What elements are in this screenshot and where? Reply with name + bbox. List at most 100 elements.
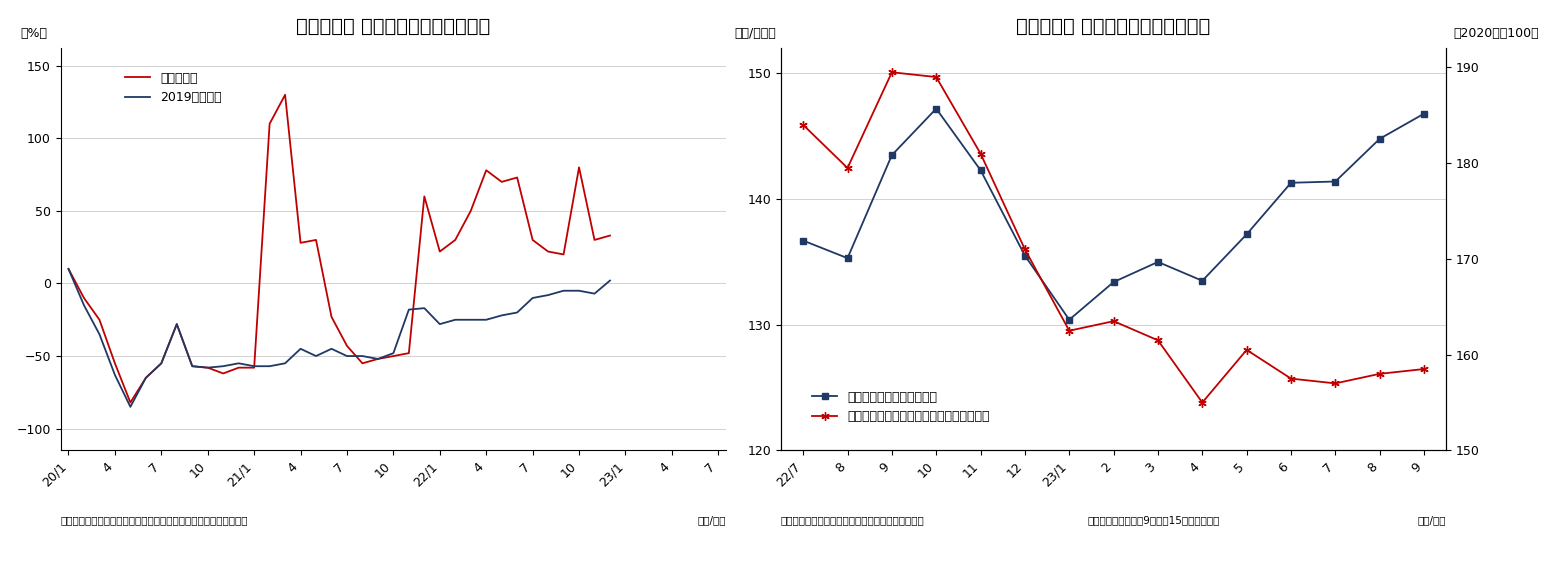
ドル円レート（月次平均） xyxy=(971,167,990,174)
輸入物価指数（円ベースの総平均・右軸） xyxy=(1237,346,1256,353)
Text: （資料）日本銀行資料よりニッセイ基礎研究所作成: （資料）日本銀行資料よりニッセイ基礎研究所作成 xyxy=(782,515,925,524)
前年同月比 xyxy=(152,360,171,367)
2019年同月比 xyxy=(260,363,278,370)
2019年同月比 xyxy=(230,360,249,367)
Text: （円/ドル）: （円/ドル） xyxy=(735,27,775,40)
2019年同月比 xyxy=(570,287,589,294)
Text: （年/月）: （年/月） xyxy=(1417,515,1447,524)
ドル円レート（月次平均） xyxy=(1148,258,1167,265)
輸入物価指数（円ベースの総平均・右軸） xyxy=(1371,370,1389,377)
Line: 2019年同月比: 2019年同月比 xyxy=(68,269,611,407)
2019年同月比 xyxy=(539,291,558,298)
前年同月比 xyxy=(121,399,140,406)
ドル円レート（月次平均） xyxy=(1060,316,1078,323)
2019年同月比 xyxy=(246,363,264,370)
ドル円レート（月次平均） xyxy=(794,237,813,244)
Title: （図表７） ドル円と輸入物価の動向: （図表７） ドル円と輸入物価の動向 xyxy=(1016,17,1211,36)
ドル円レート（月次平均） xyxy=(1016,252,1035,259)
2019年同月比 xyxy=(291,345,309,352)
前年同月比 xyxy=(493,178,511,185)
ドル円レート（月次平均） xyxy=(1371,136,1389,143)
2019年同月比 xyxy=(477,316,496,323)
Legend: ドル円レート（月次平均）, 輸入物価指数（円ベースの総平均・右軸）: ドル円レート（月次平均）, 輸入物価指数（円ベースの総平均・右軸） xyxy=(807,386,995,428)
2019年同月比 xyxy=(368,355,387,362)
前年同月比 xyxy=(214,370,233,377)
ドル円レート（月次平均） xyxy=(1193,278,1212,284)
前年同月比 xyxy=(75,294,93,301)
2019年同月比 xyxy=(446,316,465,323)
2019年同月比 xyxy=(106,372,124,379)
前年同月比 xyxy=(384,353,402,359)
2019年同月比 xyxy=(337,353,356,359)
輸入物価指数（円ベースの総平均・右軸） xyxy=(883,69,901,76)
Line: 輸入物価指数（円ベースの総平均・右軸）: 輸入物価指数（円ベースの総平均・右軸） xyxy=(799,68,1428,407)
輸入物価指数（円ベースの総平均・右軸） xyxy=(926,74,945,81)
前年同月比 xyxy=(137,374,155,381)
Line: 前年同月比: 前年同月比 xyxy=(68,95,611,403)
輸入物価指数（円ベースの総平均・右軸） xyxy=(794,121,813,128)
輸入物価指数（円ベースの総平均・右軸） xyxy=(1148,337,1167,344)
Text: （注）ドル円の直近9月分は15日までの平均: （注）ドル円の直近9月分は15日までの平均 xyxy=(1086,515,1220,524)
輸入物価指数（円ベースの総平均・右軸） xyxy=(1060,327,1078,334)
輸入物価指数（円ベースの総平均・右軸） xyxy=(838,164,856,171)
2019年同月比 xyxy=(399,306,418,313)
前年同月比 xyxy=(322,313,340,320)
前年同月比 xyxy=(306,237,325,243)
ドル円レート（月次平均） xyxy=(1105,279,1124,286)
前年同月比 xyxy=(90,316,109,323)
2019年同月比 xyxy=(275,360,294,367)
前年同月比 xyxy=(368,355,387,362)
ドル円レート（月次平均） xyxy=(883,152,901,159)
前年同月比 xyxy=(337,342,356,349)
2019年同月比 xyxy=(555,287,573,294)
前年同月比 xyxy=(555,251,573,258)
2019年同月比 xyxy=(524,294,542,301)
2019年同月比 xyxy=(415,305,434,312)
前年同月比 xyxy=(291,239,309,246)
輸入物価指数（円ベースの総平均・右軸） xyxy=(1326,380,1344,387)
Text: （資料）観光庁「宿泊旅行統計調査」よりニッセイ基礎研究所作成: （資料）観光庁「宿泊旅行統計調査」よりニッセイ基礎研究所作成 xyxy=(61,515,249,524)
Legend: 前年同月比, 2019年同月比: 前年同月比, 2019年同月比 xyxy=(120,67,227,109)
2019年同月比 xyxy=(508,309,527,316)
Text: （2020年＝100）: （2020年＝100） xyxy=(1453,27,1538,40)
輸入物価指数（円ベースの総平均・右軸） xyxy=(1105,318,1124,325)
前年同月比 xyxy=(415,193,434,200)
Text: （%）: （%） xyxy=(20,27,48,40)
2019年同月比 xyxy=(586,290,605,297)
2019年同月比 xyxy=(199,364,218,371)
Title: （図表６） 国内延べ宿泊者数の動向: （図表６） 国内延べ宿泊者数の動向 xyxy=(297,17,491,36)
2019年同月比 xyxy=(75,302,93,309)
2019年同月比 xyxy=(183,363,202,370)
前年同月比 xyxy=(508,174,527,181)
2019年同月比 xyxy=(152,360,171,367)
前年同月比 xyxy=(586,237,605,243)
2019年同月比 xyxy=(322,345,340,352)
2019年同月比 xyxy=(462,316,480,323)
ドル円レート（月次平均） xyxy=(1282,179,1301,186)
2019年同月比 xyxy=(121,403,140,410)
輸入物価指数（円ベースの総平均・右軸） xyxy=(1193,399,1212,406)
前年同月比 xyxy=(106,360,124,367)
前年同月比 xyxy=(539,248,558,255)
輸入物価指数（円ベースの総平均・右軸） xyxy=(1414,366,1433,373)
2019年同月比 xyxy=(353,353,371,359)
2019年同月比 xyxy=(493,312,511,319)
2019年同月比 xyxy=(137,374,155,381)
前年同月比 xyxy=(430,248,449,255)
Line: ドル円レート（月次平均）: ドル円レート（月次平均） xyxy=(800,105,1428,323)
2019年同月比 xyxy=(168,321,186,328)
前年同月比 xyxy=(477,167,496,174)
輸入物価指数（円ベースの総平均・右軸） xyxy=(971,150,990,157)
2019年同月比 xyxy=(90,331,109,338)
前年同月比 xyxy=(59,265,78,272)
前年同月比 xyxy=(199,364,218,371)
前年同月比 xyxy=(446,237,465,243)
2019年同月比 xyxy=(430,321,449,328)
輸入物価指数（円ベースの総平均・右軸） xyxy=(1016,246,1035,253)
2019年同月比 xyxy=(59,265,78,272)
前年同月比 xyxy=(570,164,589,171)
輸入物価指数（円ベースの総平均・右軸） xyxy=(1282,375,1301,382)
前年同月比 xyxy=(246,364,264,371)
ドル円レート（月次平均） xyxy=(1414,110,1433,117)
前年同月比 xyxy=(168,321,186,328)
